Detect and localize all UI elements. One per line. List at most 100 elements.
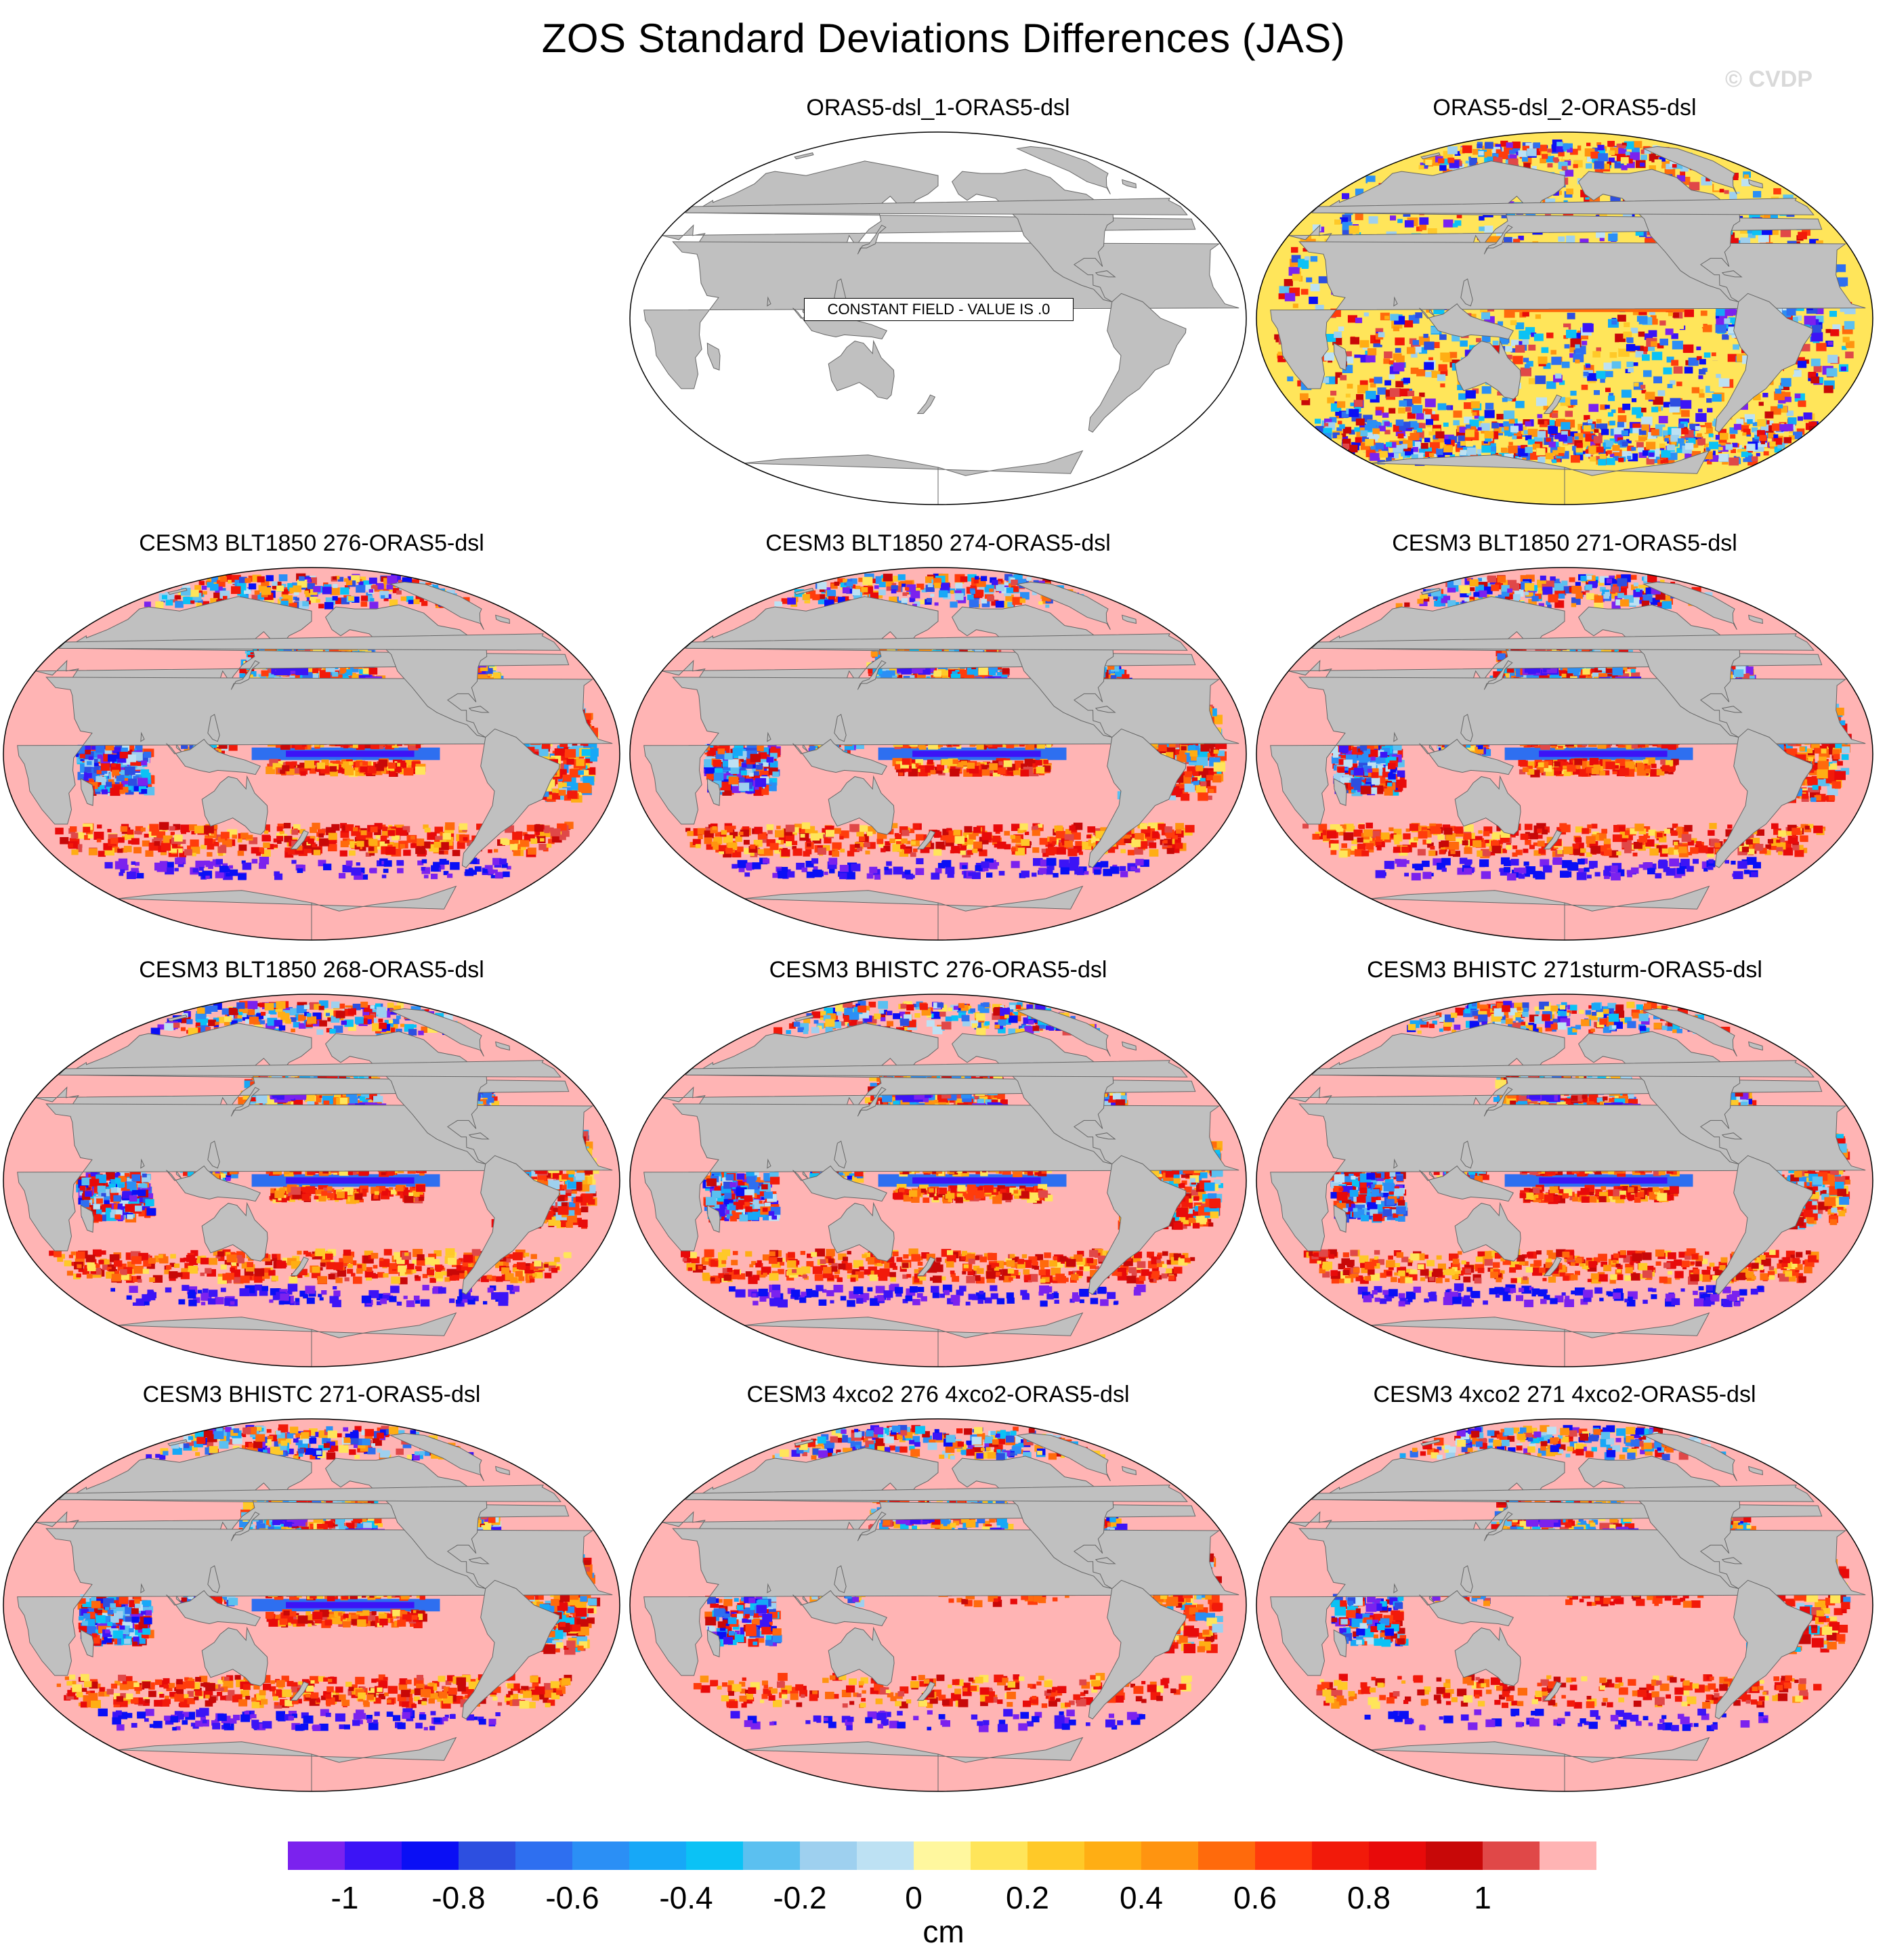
land-svalbard [167, 1015, 188, 1022]
land-uk [685, 633, 1188, 651]
land-sri-lanka [767, 296, 771, 307]
map-panel: CESM3 BHISTC 271sturm-ORAS5-dsl [1253, 957, 1876, 1377]
colorbar-swatch [288, 1841, 345, 1870]
land-cuba [468, 706, 490, 713]
map-panel: CESM3 BHISTC 271-ORAS5-dsl [0, 1382, 623, 1802]
land-new-zealand [916, 1256, 936, 1277]
colorbar [288, 1841, 1596, 1870]
map-border [3, 567, 620, 941]
land-antarctica [1370, 885, 1710, 940]
colorbar-swatch [402, 1841, 459, 1870]
equatorial-band [286, 1602, 415, 1609]
land-australia [201, 1626, 268, 1686]
land-greenland [1642, 146, 1737, 194]
land-south-america [1088, 1579, 1187, 1720]
panel-title: CESM3 BHISTC 276-ORAS5-dsl [627, 957, 1250, 983]
colorbar-swatch [686, 1841, 743, 1870]
constant-field-label: CONSTANT FIELD - VALUE IS .0 [804, 298, 1074, 321]
land-japan [857, 1086, 887, 1117]
land-sri-lanka [767, 1158, 771, 1169]
land-philippines [1460, 278, 1473, 307]
colorbar-tick-label: 0.2 [987, 1879, 1068, 1916]
colorbar-tick-label: 0.6 [1214, 1879, 1296, 1916]
equatorial-band [1539, 1177, 1668, 1184]
colorbar-tick-label: 1 [1442, 1879, 1523, 1916]
land-south-america [1714, 728, 1813, 868]
colorbar-swatch [629, 1841, 686, 1870]
world-map [1256, 1418, 1873, 1792]
land-philippines [1460, 1565, 1473, 1594]
land-new-zealand [916, 830, 936, 850]
map-panel: CESM3 BLT1850 274-ORAS5-dsl [627, 530, 1250, 950]
landmasses [643, 581, 1239, 940]
land-svalbard [167, 588, 188, 595]
land-greenland [1015, 1008, 1111, 1057]
land-greenland [1642, 581, 1737, 630]
colorbar-swatch [1369, 1841, 1426, 1870]
world-map [629, 567, 1247, 941]
land-cuba [1095, 1557, 1116, 1564]
equatorial-band [286, 1177, 415, 1184]
land-japan [1483, 660, 1513, 690]
land-cuba [1721, 706, 1743, 713]
land-sri-lanka [1393, 296, 1398, 307]
map-panel: CESM3 BLT1850 276-ORAS5-dsl [0, 530, 623, 950]
land-madagascar [706, 1629, 721, 1658]
land-antarctica [1370, 450, 1710, 505]
colorbar-swatch [914, 1841, 971, 1870]
map-border [629, 994, 1247, 1367]
land-cuba [468, 1557, 490, 1564]
land-antarctica [744, 1312, 1084, 1367]
copyright-watermark: © CVDP [1725, 66, 1812, 93]
map-panel: ORAS5-dsl_1-ORAS5-dsl CONSTANT FIELD - V… [627, 95, 1250, 515]
land-antarctica [744, 450, 1084, 505]
land-iceland [495, 1466, 510, 1476]
land-japan [1483, 1086, 1513, 1117]
land-greenland [389, 581, 484, 630]
land-new-zealand [1543, 394, 1563, 414]
map-border [3, 1418, 620, 1792]
land-indonesia [1419, 1165, 1514, 1202]
land-japan [1483, 1511, 1513, 1541]
land-australia [1454, 339, 1521, 400]
colorbar-tick-label: 0.8 [1328, 1879, 1409, 1916]
world-map [629, 1418, 1247, 1792]
land-south-america [1088, 293, 1187, 433]
land-new-zealand [1543, 830, 1563, 850]
land-japan [1483, 224, 1513, 255]
land-south-america [1088, 1155, 1187, 1295]
panel-title: CESM3 BHISTC 271-ORAS5-dsl [0, 1382, 623, 1408]
land-indonesia [792, 1165, 888, 1202]
land-uk [685, 198, 1188, 215]
colorbar-swatch [1198, 1841, 1255, 1870]
colorbar-swatch [515, 1841, 572, 1870]
equatorial-band [1539, 750, 1668, 757]
world-map [1256, 131, 1873, 505]
land-svalbard [1420, 588, 1441, 595]
world-map [629, 994, 1247, 1367]
land-japan [857, 660, 887, 690]
land-australia [828, 775, 895, 835]
landmasses [643, 1432, 1239, 1791]
land-iceland [1748, 1041, 1763, 1051]
land-australia [1454, 775, 1521, 835]
land-madagascar [1333, 342, 1347, 371]
land-madagascar [80, 1629, 94, 1658]
land-philippines [207, 1141, 220, 1169]
land-new-zealand [290, 1681, 310, 1701]
land-svalbard [794, 1439, 814, 1447]
world-map [1256, 567, 1873, 941]
land-philippines [834, 1565, 847, 1594]
colorbar-swatch [572, 1841, 629, 1870]
colorbar-swatch [1027, 1841, 1084, 1870]
colorbar-swatch [1540, 1841, 1596, 1870]
land-indonesia [166, 1590, 261, 1627]
land-uk [685, 1060, 1188, 1078]
land-philippines [834, 714, 847, 742]
land-uk [1311, 1485, 1815, 1502]
landmasses [1270, 146, 1866, 505]
land-madagascar [1333, 1204, 1347, 1233]
land-iceland [495, 1041, 510, 1051]
equatorial-band [912, 750, 1041, 757]
land-iceland [1122, 614, 1137, 624]
